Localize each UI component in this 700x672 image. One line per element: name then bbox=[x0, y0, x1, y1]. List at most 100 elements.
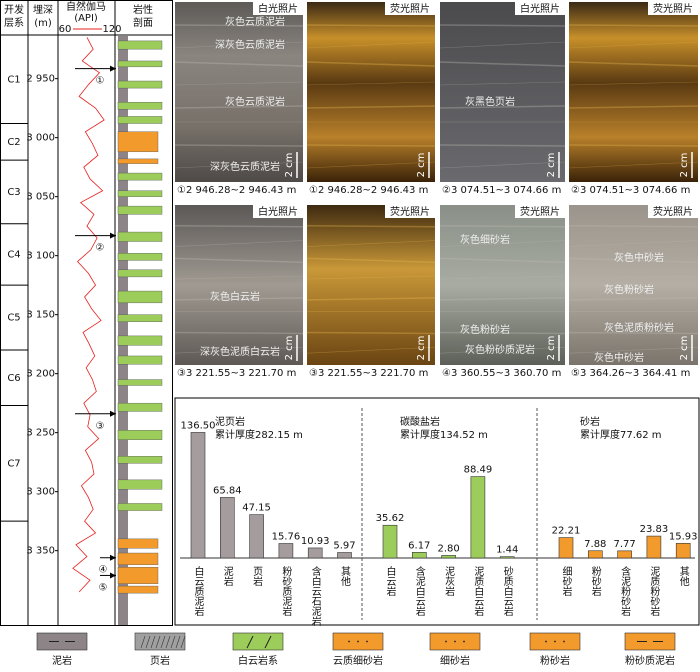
category-label: 细砂岩 bbox=[560, 565, 572, 597]
core-streak bbox=[568, 144, 699, 147]
light-badge: 白光照片 bbox=[258, 205, 298, 218]
group-note: 累计厚度77.62 m bbox=[580, 428, 662, 441]
core-streak bbox=[306, 61, 436, 67]
column-header: 埋深 bbox=[33, 4, 53, 16]
swatch-pattern bbox=[366, 640, 368, 643]
core-photo bbox=[307, 2, 435, 182]
core-streak bbox=[306, 41, 436, 49]
lithology-interval bbox=[117, 290, 163, 304]
light-badge: 荧光照片 bbox=[520, 205, 560, 218]
arrow-head bbox=[110, 65, 116, 72]
core-streak bbox=[439, 41, 566, 49]
lithology-interval bbox=[117, 503, 163, 511]
layer-name: C3 bbox=[7, 187, 20, 198]
bar bbox=[499, 556, 515, 559]
core-streak bbox=[306, 24, 436, 27]
legend-label: 泥岩 bbox=[52, 654, 72, 667]
column-header: (API) bbox=[74, 13, 98, 24]
core-streak bbox=[439, 297, 566, 301]
core-streak bbox=[174, 144, 304, 147]
core-streak bbox=[568, 240, 699, 247]
core-streak bbox=[568, 61, 699, 67]
sample-label: ② bbox=[96, 243, 105, 254]
bar bbox=[675, 543, 691, 559]
log-frame bbox=[0, 0, 173, 626]
core-streak bbox=[439, 61, 566, 67]
photo-caption: ①2 946.28~2 946.43 m bbox=[177, 185, 296, 196]
bar bbox=[587, 550, 603, 559]
depth-tick-label: 3 050 bbox=[26, 192, 55, 203]
legend-label: 页岩 bbox=[150, 654, 170, 667]
core-streak bbox=[439, 105, 566, 109]
layer-name: C6 bbox=[7, 373, 20, 384]
core-streak bbox=[306, 257, 436, 264]
core-streak bbox=[568, 225, 699, 228]
value-label: 136.50 bbox=[181, 420, 216, 431]
lithology-label: 灰色白云岩 bbox=[210, 290, 260, 303]
bar bbox=[249, 514, 264, 559]
scale-label: 2 cm bbox=[679, 153, 690, 178]
core-streak bbox=[568, 297, 699, 301]
depth-tick-label: 3 000 bbox=[26, 133, 55, 144]
photo-caption: ③3 221.55~3 221.70 m bbox=[309, 368, 428, 379]
light-badge: 荧光照片 bbox=[653, 205, 693, 218]
column-header: (m) bbox=[34, 18, 52, 29]
column-header: 岩性 bbox=[133, 3, 153, 16]
group-name: 泥页岩 bbox=[215, 415, 245, 428]
swatch-pattern bbox=[357, 640, 359, 643]
scale-label: 2 cm bbox=[284, 336, 295, 361]
gamma-curve bbox=[72, 37, 105, 593]
group-name: 碳酸盐岩 bbox=[400, 415, 440, 428]
swatch-pattern bbox=[545, 640, 547, 643]
lithology-interval bbox=[117, 40, 163, 50]
lithology-interval bbox=[117, 190, 163, 197]
bar bbox=[278, 543, 294, 559]
core-streak bbox=[306, 275, 436, 280]
swatch-pattern bbox=[145, 635, 151, 649]
core-streak bbox=[174, 346, 304, 354]
scale-label: 2 cm bbox=[679, 336, 690, 361]
core-streak bbox=[439, 346, 566, 354]
lithology-interval bbox=[117, 355, 163, 365]
core-photo bbox=[440, 205, 565, 365]
bar bbox=[307, 547, 323, 559]
value-label: 23.83 bbox=[640, 524, 669, 535]
value-label: 2.80 bbox=[437, 543, 459, 554]
core-streak bbox=[568, 275, 699, 280]
core-streak bbox=[568, 81, 699, 86]
legend-label: 粉砂质泥岩 bbox=[625, 654, 675, 667]
swatch-pattern bbox=[246, 635, 254, 649]
light-badge-bg bbox=[515, 205, 565, 218]
depth-tick-label: 3 250 bbox=[26, 428, 55, 439]
photo-caption: ②3 074.51~3 074.66 m bbox=[571, 185, 690, 196]
legend-label: 粉砂岩 bbox=[540, 654, 570, 667]
scale-label: 2 cm bbox=[284, 153, 295, 178]
group-name: 砂岩 bbox=[580, 415, 600, 428]
scale-label: 2 cm bbox=[416, 153, 427, 178]
category-label: 其他 bbox=[677, 566, 689, 587]
core-photo bbox=[175, 205, 303, 365]
core-streak bbox=[439, 81, 566, 86]
lithology-interval bbox=[117, 116, 163, 124]
group-note: 累计厚度134.52 m bbox=[400, 428, 488, 441]
category-label: 其他 bbox=[339, 566, 351, 587]
swatch-pattern bbox=[150, 635, 156, 649]
gamma-tick-label: 120 bbox=[102, 24, 121, 35]
core-photo bbox=[569, 2, 698, 182]
layer-name: C2 bbox=[7, 137, 20, 148]
value-label: 35.62 bbox=[376, 513, 405, 524]
category-label: 含泥白云岩 bbox=[413, 565, 425, 617]
value-label: 88.49 bbox=[464, 465, 493, 476]
group-note: 累计厚度282.15 m bbox=[215, 428, 303, 441]
layer-name: C4 bbox=[7, 249, 20, 260]
swatch-pattern bbox=[155, 635, 161, 649]
light-badge-bg bbox=[385, 2, 435, 15]
swatch-pattern bbox=[563, 640, 565, 643]
core-streak bbox=[439, 144, 566, 147]
core-streak bbox=[174, 331, 304, 335]
category-label: 粉砂岩 bbox=[589, 565, 601, 597]
arrow-head bbox=[110, 554, 116, 561]
light-badge-bg bbox=[648, 2, 698, 15]
category-label: 含泥粉砂岩 bbox=[619, 565, 631, 617]
column-header: 剖面 bbox=[133, 16, 153, 29]
